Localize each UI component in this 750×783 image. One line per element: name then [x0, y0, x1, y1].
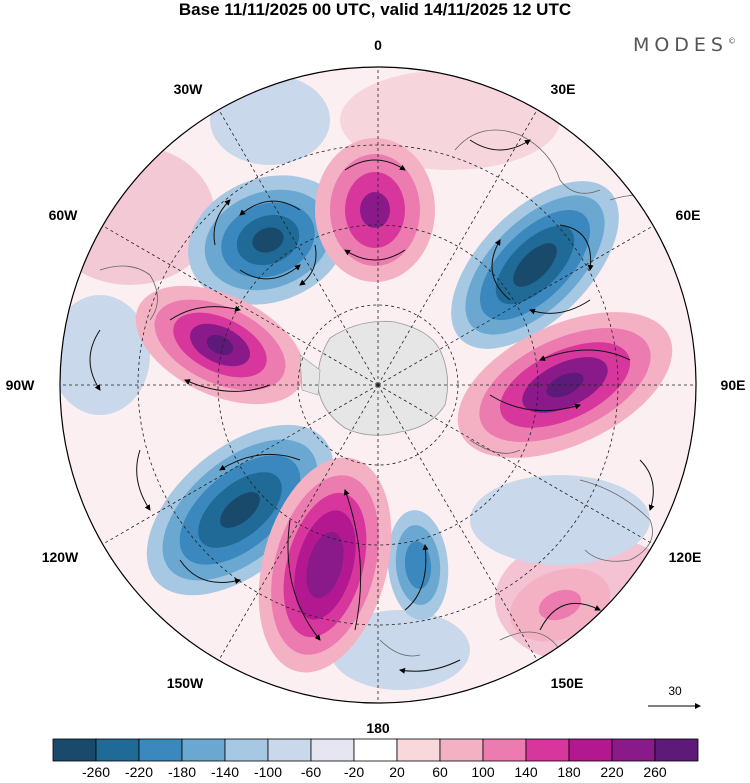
colorbar-swatch: [353, 738, 398, 762]
colorbar-swatch: [439, 738, 484, 762]
streamline: [639, 459, 655, 511]
streamline: [179, 559, 241, 585]
streamline: [239, 200, 301, 216]
reference-vector-label: 30: [668, 684, 682, 698]
meridian-30w: [218, 109, 379, 386]
meridian-60e: [377, 225, 654, 386]
anomaly-patch: [60, 295, 150, 415]
colorbar-tick-label: -180: [168, 764, 196, 780]
colorbar-swatch: [267, 738, 312, 762]
colorbar-swatch: [95, 738, 140, 762]
colorbar-swatch: [181, 738, 226, 762]
latitude-circle: [217, 224, 539, 546]
streamline: [287, 519, 321, 641]
brand-logo: MODES©: [633, 34, 736, 56]
positive-anomaly-4: [258, 457, 392, 673]
streamline: [344, 249, 406, 261]
reference-vector: 30: [648, 684, 701, 709]
streamline: [491, 239, 511, 301]
wind-streamlines: [89, 139, 655, 674]
label-0: 0: [374, 37, 382, 53]
streamline: [489, 394, 581, 412]
label-120w: 120W: [42, 549, 79, 565]
colorbar-tick-label: 20: [389, 764, 405, 780]
colorbar-swatch: [654, 738, 699, 762]
streamline: [299, 244, 317, 286]
colorbar-swatch: [52, 738, 97, 762]
colorbar-tick-label: 180: [557, 764, 581, 780]
label-150w: 150W: [167, 675, 204, 691]
streamline: [559, 224, 594, 271]
streamline: [169, 305, 241, 321]
meridian-120e: [377, 384, 654, 545]
meridian-150w: [218, 384, 379, 661]
streamline: [213, 199, 231, 246]
label-180: 180: [366, 720, 390, 736]
colorbar-swatch: [525, 738, 570, 762]
colorbar-swatch: [611, 738, 656, 762]
label-90e: 90E: [721, 377, 746, 393]
label-90w: 90W: [6, 377, 36, 393]
streamline: [469, 139, 531, 151]
colorbar-swatch: [310, 738, 355, 762]
negative-anomaly-4: [387, 510, 449, 620]
colorbar-tick-label: 60: [432, 764, 448, 780]
label-60e: 60E: [676, 207, 701, 223]
negative-anomaly-3: [146, 424, 334, 596]
streamline: [219, 453, 301, 471]
chart-title: Base 11/11/2025 00 UTC, valid 14/11/2025…: [178, 0, 572, 19]
streamline: [404, 544, 429, 611]
meridian-60w: [102, 225, 379, 386]
colorbar-tick-label: 140: [514, 764, 538, 780]
colorbar-swatch: [568, 738, 613, 762]
antarctica-landmass: [317, 321, 448, 436]
label-150e: 150E: [551, 675, 584, 691]
meridian-120w: [102, 384, 379, 545]
brand-name: MODES: [632, 34, 728, 56]
colorbar-tick-label: -60: [301, 764, 321, 780]
colorbar-swatch: [224, 738, 269, 762]
meridian-30e: [377, 109, 538, 386]
meridian-150e: [377, 384, 538, 661]
streamline: [539, 349, 631, 361]
streamline: [136, 449, 151, 511]
colorbar-tick-label: -140: [211, 764, 239, 780]
streamline: [343, 489, 362, 631]
colorbar-tick-label: -220: [125, 764, 153, 780]
streamline: [539, 602, 601, 631]
map-border: [59, 66, 697, 704]
colorbar-tick-label: -100: [254, 764, 282, 780]
colorbar-swatch: [482, 738, 527, 762]
label-30w: 30W: [174, 81, 204, 97]
colorbar-swatch: [138, 738, 183, 762]
negative-anomaly-2: [451, 181, 619, 349]
colorbar-tick-label: 220: [600, 764, 624, 780]
label-120e: 120E: [669, 549, 702, 565]
longitude-labels: 0 30E 60E 90E 120E 150E 180 150W 120W 90…: [6, 37, 746, 736]
anomaly-patch: [210, 75, 330, 165]
streamline: [89, 329, 101, 391]
colorbar-tick-label: -20: [344, 764, 364, 780]
positive-anomaly-1: [315, 138, 435, 282]
streamline: [184, 379, 271, 392]
positive-anomaly-5: [509, 568, 611, 642]
anomaly-patch: [330, 610, 470, 690]
label-30e: 30E: [551, 81, 576, 97]
label-60w: 60W: [49, 207, 79, 223]
colorbar-tick-label: -260: [82, 764, 110, 780]
colorbar-swatch: [396, 738, 441, 762]
streamline: [529, 299, 591, 315]
streamline: [239, 264, 301, 280]
colorbar-tick-label: 260: [643, 764, 667, 780]
brand-mark: ©: [728, 36, 736, 46]
graticule: [60, 67, 696, 703]
colorbar: -260 -220 -180 -140 -100 -60 -20 20 60 100 140 180 2…: [52, 738, 699, 780]
anomaly-patch: [470, 475, 650, 565]
streamline: [399, 659, 461, 674]
map-field: [60, 67, 696, 703]
streamline: [344, 159, 406, 171]
colorbar-tick-label: 100: [471, 764, 495, 780]
